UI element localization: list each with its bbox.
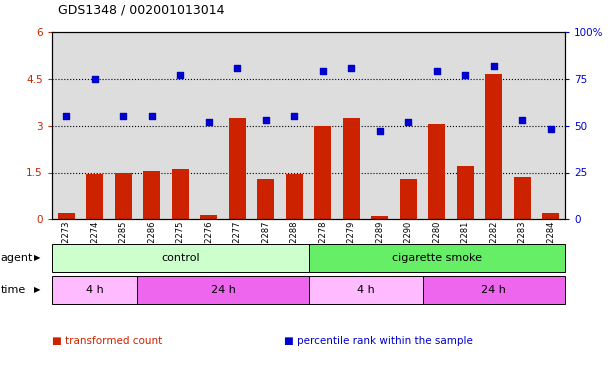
Point [403,119,413,125]
Point [546,126,556,132]
Bar [400,179,417,219]
Bar [343,118,360,219]
Bar [423,276,565,304]
Text: 4 h: 4 h [357,285,375,295]
Text: ■ percentile rank within the sample: ■ percentile rank within the sample [284,336,473,346]
Bar [52,244,309,272]
Point [119,113,128,119]
Bar [137,276,309,304]
Bar [309,276,423,304]
Point [375,128,385,134]
Bar [457,166,474,219]
Bar [514,177,531,219]
Point [346,64,356,70]
Text: 24 h: 24 h [481,285,507,295]
Point [518,117,527,123]
Point [232,64,242,70]
Point [147,113,156,119]
Bar [257,179,274,219]
Bar [143,171,160,219]
Bar [200,214,218,219]
Text: control: control [161,253,200,263]
Bar [229,118,246,219]
Point [61,113,71,119]
Bar [309,244,565,272]
Bar [371,216,389,219]
Bar [485,74,502,219]
Text: cigarette smoke: cigarette smoke [392,253,482,263]
Point [204,119,214,125]
Bar [172,170,189,219]
Text: agent: agent [1,253,33,263]
Point [489,63,499,69]
Point [432,68,442,74]
Point [90,76,100,82]
Text: 24 h: 24 h [211,285,235,295]
Bar [428,124,445,219]
Text: time: time [1,285,26,295]
Bar [52,276,137,304]
Text: GDS1348 / 002001013014: GDS1348 / 002001013014 [58,4,225,17]
Text: 4 h: 4 h [86,285,104,295]
Point [175,72,185,78]
Bar [543,213,560,219]
Bar [314,126,331,219]
Point [261,117,271,123]
Text: ■ transformed count: ■ transformed count [52,336,162,346]
Bar [57,213,75,219]
Point [318,68,327,74]
Bar [115,173,132,219]
Bar [286,174,303,219]
Bar [86,174,103,219]
Point [290,113,299,119]
Text: ▶: ▶ [34,254,41,262]
Point [461,72,470,78]
Text: ▶: ▶ [34,285,41,294]
